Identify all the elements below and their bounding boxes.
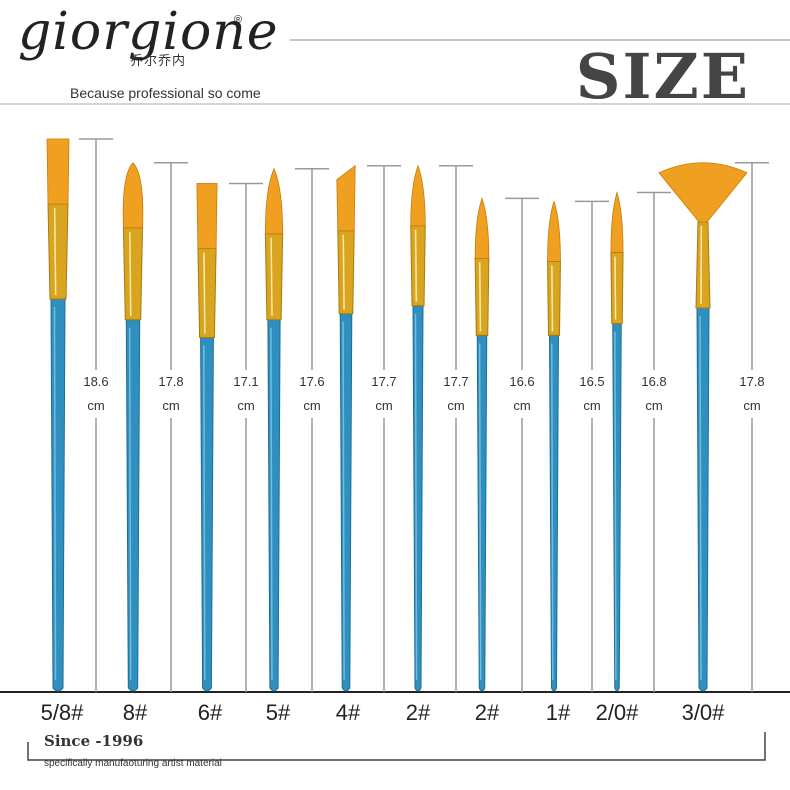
handle-highlight: [699, 315, 702, 681]
brush-length-label: 16.6 cm: [502, 370, 542, 418]
brush-ferrule: [610, 251, 624, 324]
brush-length-label: 17.6 cm: [292, 370, 332, 418]
brush-length-unit: cm: [162, 398, 180, 413]
brush-ferrule: [410, 225, 426, 307]
brush-handle: [200, 337, 214, 692]
brush-size-label: 2#: [405, 700, 431, 725]
brush-ferrule: [695, 221, 711, 309]
ferrule-highlight: [53, 207, 57, 296]
brush-bristles: [658, 162, 748, 223]
brush-handle: [50, 298, 66, 692]
footer-since: Since -1996: [44, 732, 144, 750]
brush-length-value: 17.6: [299, 374, 325, 389]
handle-highlight: [478, 343, 482, 681]
brush-length-value: 18.6: [83, 374, 109, 389]
brush-length-label: 16.8 cm: [634, 370, 674, 418]
brush-bristles: [474, 197, 490, 259]
ferrule-highlight: [270, 237, 273, 316]
brush-size-label: 2#: [474, 700, 500, 725]
brush-bristles: [46, 138, 70, 205]
brush-bristles: [410, 164, 426, 227]
registered-mark: ®: [234, 14, 243, 26]
brush-bristles: [196, 183, 218, 249]
ferrule-highlight: [203, 252, 206, 334]
brush-length-value: 16.8: [641, 374, 667, 389]
brush-ferrule: [474, 257, 490, 336]
brush-size-label: 2/0#: [595, 700, 639, 725]
handle-highlight: [414, 313, 418, 681]
brush-length-unit: cm: [375, 398, 393, 413]
brush-length-value: 17.7: [371, 374, 397, 389]
brush-length-label: 17.8 cm: [732, 370, 772, 418]
brushes-group: [46, 138, 769, 692]
brush-length-label: 17.8 cm: [151, 370, 191, 418]
handle-highlight: [203, 345, 206, 681]
brush-length-value: 16.6: [509, 374, 535, 389]
brush-length-label: 16.5 cm: [572, 370, 612, 418]
brush-length-unit: cm: [237, 398, 255, 413]
brush-length-unit: cm: [303, 398, 321, 413]
brush-bristles: [122, 162, 144, 229]
ferrule-highlight: [478, 262, 482, 332]
handle-highlight: [270, 327, 273, 681]
brush-length-unit: cm: [743, 398, 761, 413]
brush-length-label: 17.1 cm: [226, 370, 266, 418]
brush-bristles: [264, 167, 284, 235]
brand-logo: giorgione: [18, 2, 279, 62]
brush-ferrule: [547, 260, 561, 336]
brush-length-unit: cm: [583, 398, 601, 413]
brush-ferrule: [197, 248, 217, 339]
brush-length-value: 17.1: [233, 374, 259, 389]
brush-bristles: [610, 191, 624, 253]
footer-subtitle: specifically manufaoturing artist materi…: [44, 758, 222, 769]
brush-length-value: 17.7: [443, 374, 469, 389]
brush-length-value: 16.5: [579, 374, 605, 389]
brush-length-unit: cm: [87, 398, 105, 413]
brush-length-value: 17.8: [739, 374, 765, 389]
brush-bristles: [547, 200, 561, 262]
handle-highlight: [614, 331, 617, 681]
brush-length-label: 17.7 cm: [364, 370, 404, 418]
brush-size-label: 8#: [122, 700, 148, 725]
brush-length-label: 17.7 cm: [436, 370, 476, 418]
brush-handle: [696, 307, 710, 692]
ferrule-highlight: [129, 231, 132, 316]
brand-chinese-name: 乔尔乔内: [130, 54, 187, 69]
ferrule-highlight: [342, 234, 345, 310]
brush-size-label: 3/0#: [681, 700, 725, 725]
brush-length-label: 18.6 cm: [76, 370, 116, 418]
brush-size-label: 6#: [197, 700, 223, 725]
brush-bristles: [336, 164, 356, 232]
brush-size-label: 1#: [545, 700, 571, 725]
brand-tagline: Because professional so come: [70, 85, 261, 101]
brush-handle: [339, 313, 353, 692]
brush-ferrule: [337, 230, 355, 315]
handle-highlight: [128, 327, 132, 681]
brush-handle: [548, 334, 560, 692]
handle-highlight: [551, 343, 554, 681]
brush-length-unit: cm: [645, 398, 663, 413]
brush-handle: [267, 319, 281, 692]
brush-ferrule: [122, 227, 144, 321]
brush-length-unit: cm: [447, 398, 465, 413]
brush-size-label: 5#: [265, 700, 291, 725]
brush-handle: [125, 319, 141, 692]
brush-size-label: 4#: [335, 700, 361, 725]
brush-length-unit: cm: [513, 398, 531, 413]
ferrule-highlight: [551, 265, 554, 332]
brush-handle: [412, 305, 424, 692]
brush-handle: [612, 322, 622, 692]
page-title: SIZE: [575, 40, 750, 113]
handle-highlight: [342, 321, 345, 681]
ferrule-highlight: [614, 256, 617, 320]
brush-handle: [476, 334, 488, 692]
brush-ferrule: [264, 233, 284, 321]
ferrule-highlight: [414, 229, 418, 302]
brush-length-value: 17.8: [158, 374, 184, 389]
brush-ferrule: [47, 203, 69, 300]
footer-frame: [27, 732, 766, 761]
handle-highlight: [53, 306, 57, 681]
brush-size-label: 5/8#: [40, 700, 84, 725]
